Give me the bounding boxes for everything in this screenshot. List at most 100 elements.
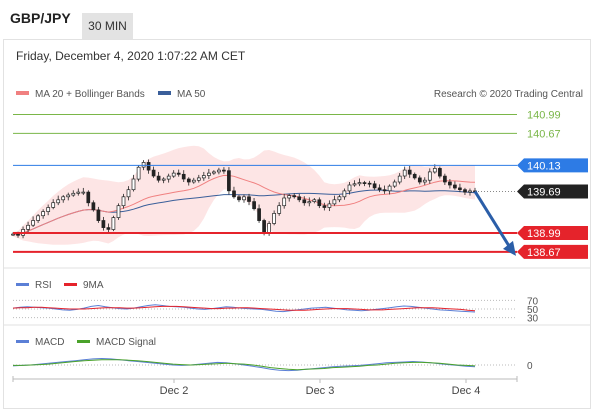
candle-body: [222, 169, 226, 172]
candle-body: [121, 196, 126, 207]
candle-body: [443, 175, 447, 183]
candle-body: [337, 196, 342, 201]
candle-body: [126, 189, 131, 198]
candle-body: [422, 179, 427, 183]
ma20-line: [12, 174, 476, 236]
timeframe-button[interactable]: 30 MIN: [82, 13, 133, 39]
candle-body: [41, 211, 45, 217]
macd-legend-swatch: [16, 340, 29, 343]
candle-body: [106, 227, 111, 230]
candle-body: [81, 191, 86, 194]
candle-body: [212, 171, 216, 174]
rsi-ma-line: [12, 305, 476, 312]
candle-body: [438, 168, 442, 177]
candle-body: [372, 183, 377, 189]
candle-body: [237, 196, 241, 201]
macd-legend-label: MACD: [35, 337, 64, 348]
rsi-legend-swatch: [16, 283, 29, 286]
last-price-tag: [517, 184, 588, 199]
pivot-level-tag: [517, 158, 588, 173]
candle-body: [453, 184, 457, 189]
candle-body: [31, 220, 35, 226]
candle-body: [171, 172, 176, 177]
ma50-legend-label: MA 50: [177, 89, 206, 100]
macd-line: [12, 357, 476, 372]
candle-body: [111, 217, 116, 230]
chart-frame: [3, 39, 591, 409]
candle-body: [26, 224, 30, 230]
candle-body: [36, 215, 40, 221]
candle-body: [101, 220, 106, 228]
ma20-legend-swatch: [16, 91, 29, 95]
candle-body: [322, 205, 327, 208]
candle-body: [387, 185, 392, 192]
candle-body: [131, 178, 136, 191]
candle-body: [382, 189, 387, 192]
candle-body: [201, 175, 206, 179]
candle-body: [312, 199, 317, 202]
candle-body: [217, 169, 221, 173]
candle-body: [247, 196, 251, 202]
ma50-legend-swatch: [158, 91, 171, 95]
candle-body: [347, 184, 352, 192]
candle-body: [161, 178, 166, 181]
candle-body: [176, 172, 181, 175]
rsi-legend-label: RSI: [35, 280, 52, 291]
candle-body: [432, 168, 437, 173]
candle-body: [186, 178, 191, 183]
candle-body: [242, 196, 246, 201]
macd-signal-legend-label: MACD Signal: [96, 337, 156, 348]
candle-body: [362, 182, 367, 184]
candle-body: [332, 199, 337, 205]
candle-body: [352, 183, 357, 186]
candle-body: [151, 169, 156, 177]
candle-body: [262, 220, 266, 233]
candle-body: [76, 191, 81, 194]
candle-body: [96, 209, 101, 221]
candle-body: [317, 199, 322, 207]
candle-body: [463, 189, 467, 193]
candle-body: [16, 233, 20, 236]
forecast-arrow-head: [503, 240, 516, 256]
macd-tick-label: 0: [527, 361, 533, 372]
rsi-tick-label: 50: [527, 305, 539, 316]
support-level-label: 138.99: [527, 228, 561, 240]
rsi-ma-legend-swatch: [64, 283, 77, 286]
candle-body: [196, 177, 201, 181]
candle-body: [232, 190, 236, 198]
candle-body: [427, 171, 432, 181]
rsi-tick-label: 70: [527, 296, 539, 307]
candle-body: [287, 195, 292, 199]
rsi-line: [12, 304, 476, 313]
candle-body: [402, 169, 407, 177]
candle-body: [136, 166, 141, 180]
candle-body: [297, 196, 302, 201]
candle-body: [166, 175, 171, 180]
candle-body: [267, 223, 271, 233]
candle-body: [407, 169, 412, 175]
candle-body: [367, 182, 372, 185]
support-level-tag: [517, 244, 588, 259]
candle-body: [307, 201, 312, 204]
resistance-level-label: 140.99: [527, 109, 561, 121]
candle-body: [86, 191, 91, 204]
candle-body: [66, 194, 71, 198]
credit-label: Research © 2020 Trading Central: [434, 89, 583, 100]
candle-body: [448, 181, 452, 186]
candle-body: [252, 201, 256, 210]
candle-body: [56, 199, 61, 204]
candle-body: [277, 205, 282, 214]
candle-body: [377, 187, 382, 191]
candle-body: [46, 207, 51, 212]
candle-body: [227, 170, 231, 192]
candle-body: [116, 205, 121, 218]
time-axis: Dec 2 Dec 3 Dec 4: [12, 376, 518, 397]
rsi-legend: RSI 9MA: [16, 280, 104, 291]
candle-body: [207, 172, 211, 176]
rsi-ma-legend-label: 9MA: [83, 280, 104, 291]
time-tick-label: Dec 2: [160, 385, 189, 397]
candle-body: [357, 182, 362, 185]
forecast-arrow: [473, 190, 511, 247]
candle-body: [71, 192, 76, 196]
